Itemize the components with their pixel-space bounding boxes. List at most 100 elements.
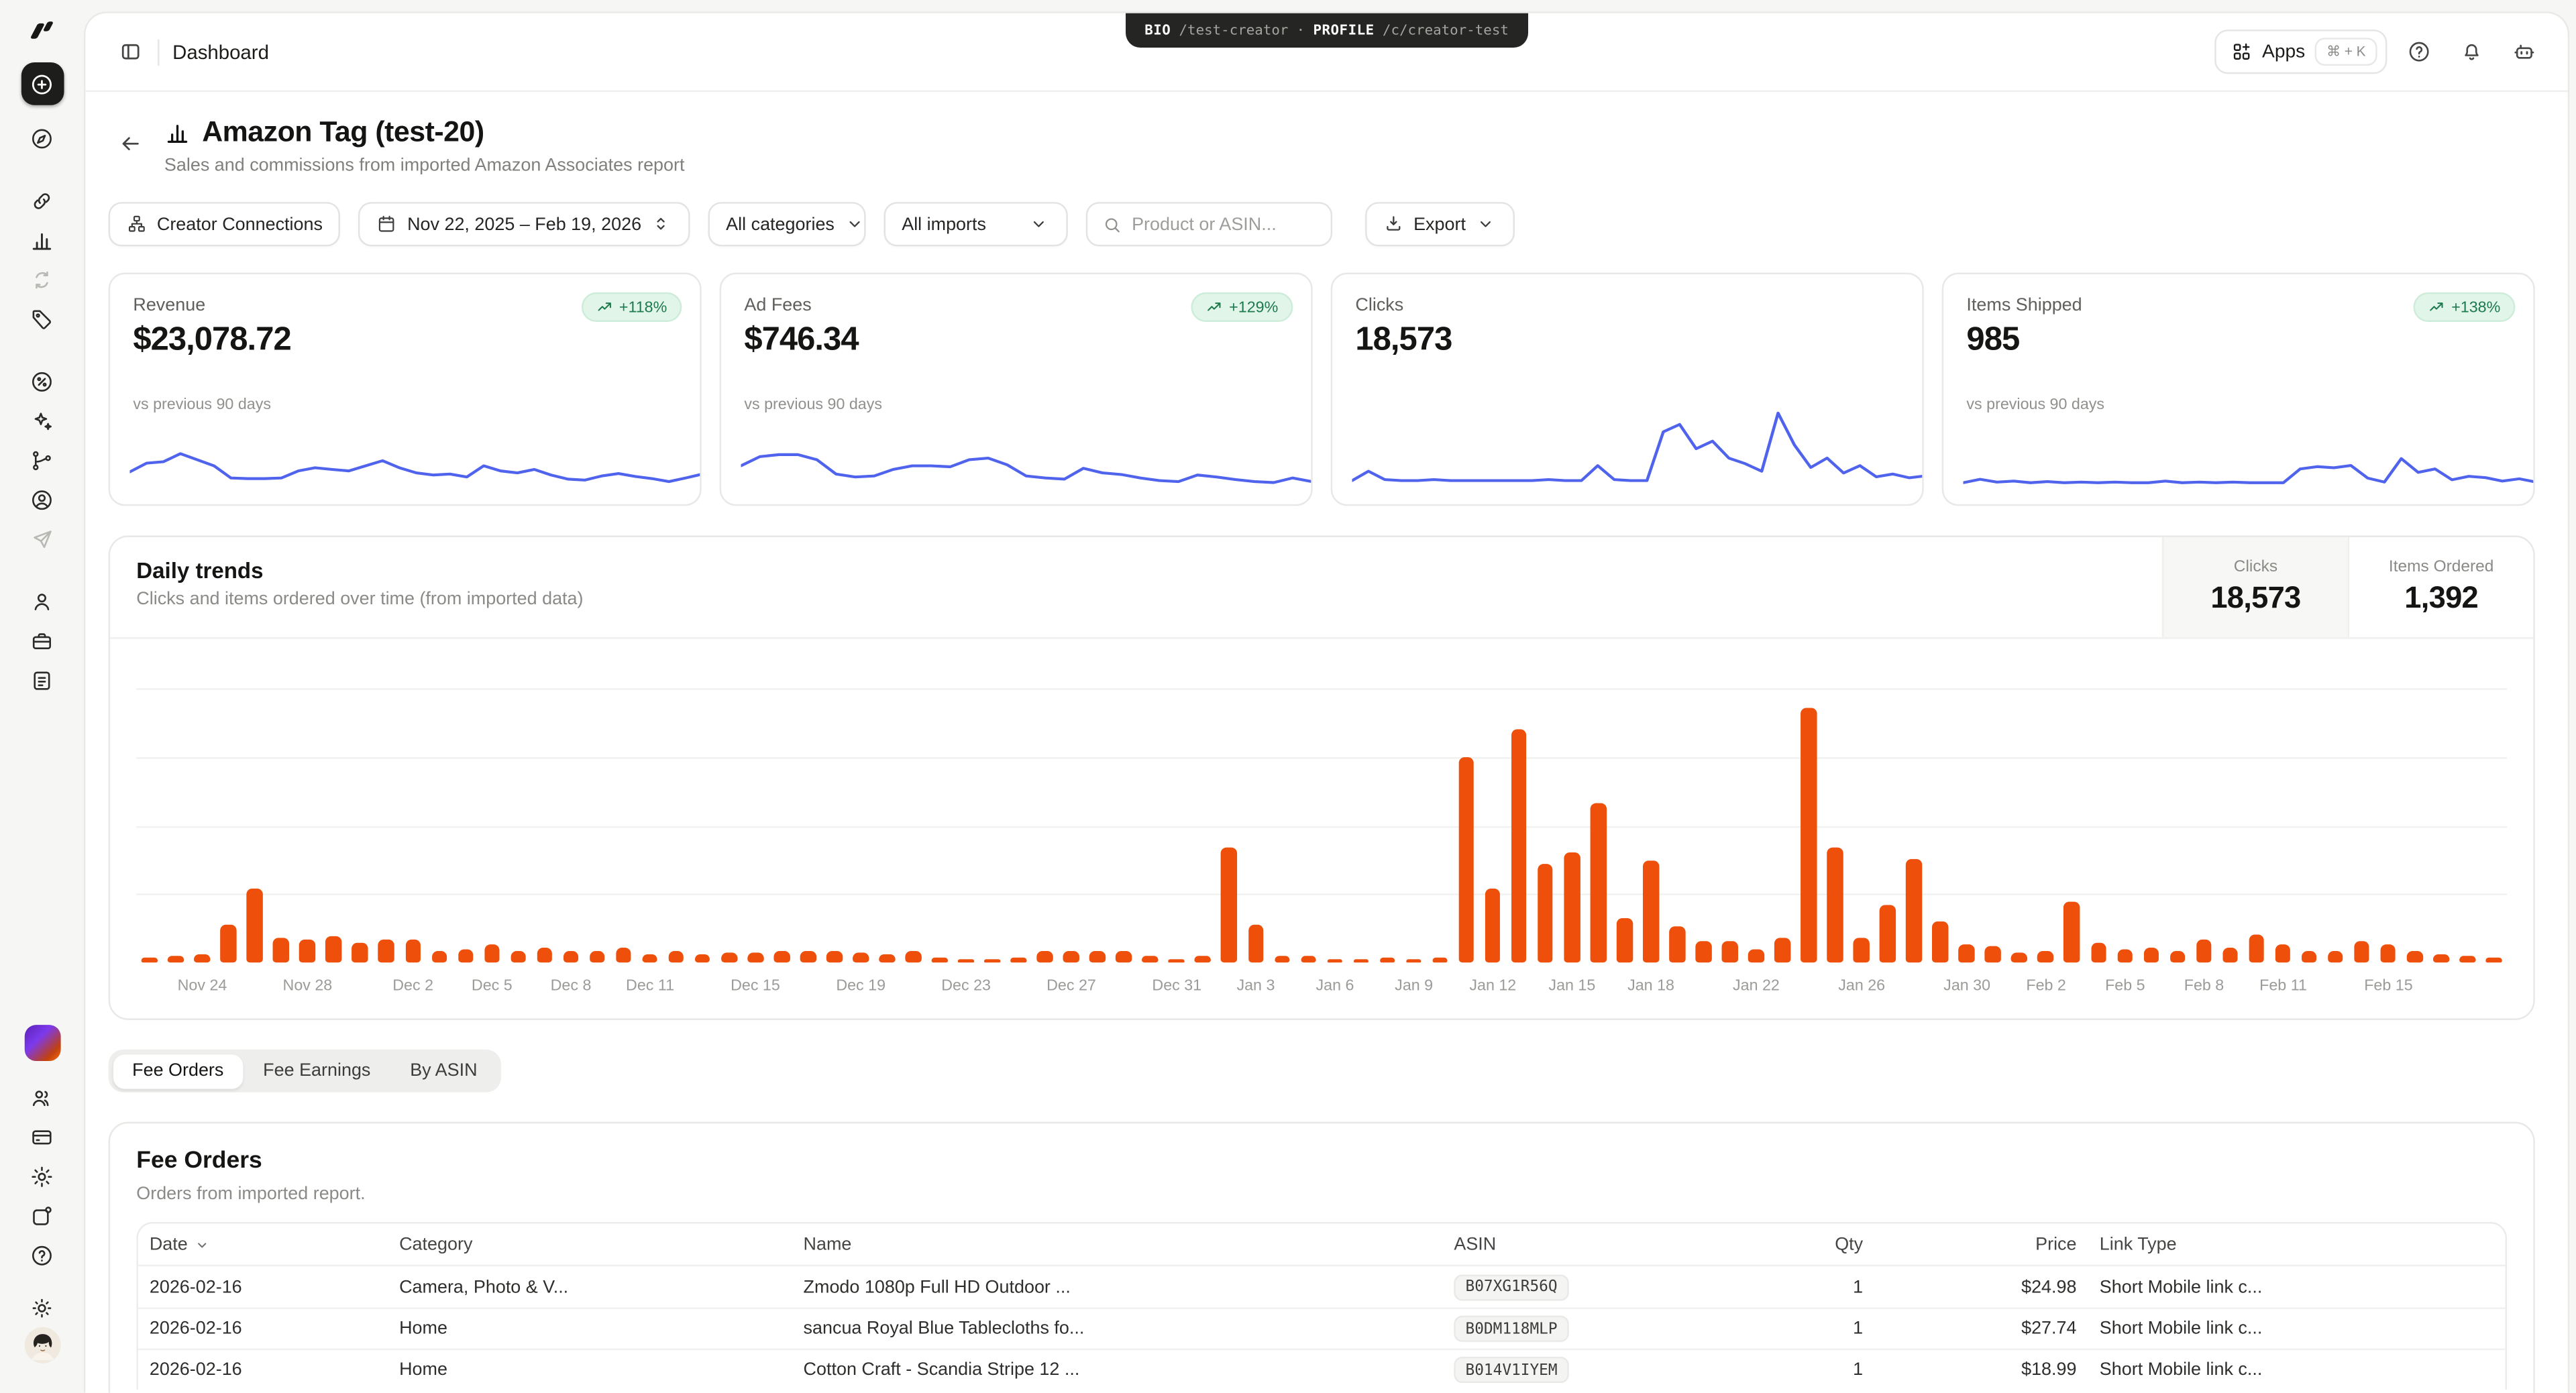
- chart-bar[interactable]: [742, 688, 768, 963]
- chart-bar[interactable]: [1558, 688, 1585, 963]
- chart-bar[interactable]: [268, 688, 294, 963]
- chart-bar[interactable]: [479, 688, 505, 963]
- chart-bar[interactable]: [1032, 688, 1058, 963]
- trend-stat-clicks[interactable]: Clicks 18,573: [2161, 537, 2348, 638]
- chart-bar[interactable]: [1163, 688, 1189, 963]
- asin-chip[interactable]: B014V1IYEM: [1454, 1356, 1569, 1384]
- chart-bar[interactable]: [2349, 688, 2375, 963]
- sidebar-item-sparkles-icon[interactable]: [21, 401, 64, 441]
- trend-stat-items-ordered[interactable]: Items Ordered 1,392: [2347, 537, 2534, 638]
- chart-bar[interactable]: [1348, 688, 1374, 963]
- chart-bar[interactable]: [2164, 688, 2190, 963]
- asin-chip[interactable]: B0DM118MLP: [1454, 1315, 1569, 1342]
- chart-bar[interactable]: [1374, 688, 1400, 963]
- chart-bar[interactable]: [1980, 688, 2006, 963]
- chart-bar[interactable]: [1664, 688, 1690, 963]
- chart-bar[interactable]: [2402, 688, 2428, 963]
- tab-fee-orders[interactable]: Fee Orders: [112, 1054, 244, 1089]
- assistant-robot-icon[interactable]: [2502, 30, 2545, 73]
- table-row[interactable]: 2026-02-16 Camera, Photo & V... Zmodo 1080…: [138, 1266, 2506, 1307]
- sidebar-item-sun-icon[interactable]: [21, 1288, 64, 1327]
- chart-bar[interactable]: [2269, 688, 2296, 963]
- search-input[interactable]: [1132, 214, 1316, 234]
- sidebar-item-chart-columns-icon[interactable]: [21, 220, 64, 260]
- chart-bar[interactable]: [2375, 688, 2401, 963]
- chart-bar[interactable]: [400, 688, 426, 963]
- column-header-name[interactable]: Name: [803, 1234, 852, 1254]
- chart-bar[interactable]: [1638, 688, 1664, 963]
- chart-bar[interactable]: [1611, 688, 1638, 963]
- chart-bar[interactable]: [2006, 688, 2033, 963]
- chart-bar[interactable]: [1453, 688, 1479, 963]
- column-header-price[interactable]: Price: [2035, 1234, 2077, 1254]
- chart-bar[interactable]: [1532, 688, 1558, 963]
- bio-profile-pill[interactable]: BIO /test-creator · PROFILE /c/creator-t…: [1124, 13, 1529, 48]
- chart-bar[interactable]: [1137, 688, 1163, 963]
- chart-bar[interactable]: [241, 688, 268, 963]
- chart-bar[interactable]: [2243, 688, 2269, 963]
- chart-bar[interactable]: [953, 688, 979, 963]
- chart-bar[interactable]: [821, 688, 847, 963]
- chart-bar[interactable]: [769, 688, 795, 963]
- chart-bar[interactable]: [2112, 688, 2138, 963]
- chart-bar[interactable]: [1322, 688, 1348, 963]
- column-header-qty[interactable]: Qty: [1835, 1234, 1864, 1254]
- column-header-asin[interactable]: ASIN: [1454, 1234, 1497, 1254]
- chart-bar[interactable]: [1953, 688, 1980, 963]
- chart-bar[interactable]: [294, 688, 321, 963]
- chart-bar[interactable]: [1295, 688, 1322, 963]
- chart-bar[interactable]: [347, 688, 373, 963]
- chart-bar[interactable]: [1427, 688, 1453, 963]
- chart-bar[interactable]: [1927, 688, 1953, 963]
- sidebar-item-credit-card-icon[interactable]: [21, 1117, 64, 1156]
- table-row[interactable]: 2026-02-16 Home Cotton Craft - Scandia Str…: [138, 1348, 2506, 1390]
- chart-bar[interactable]: [1006, 688, 1032, 963]
- sidebar-item-compass-icon[interactable]: [21, 118, 64, 158]
- workspace-tile[interactable]: [23, 1025, 60, 1062]
- sidebar-item-users-icon[interactable]: [21, 1078, 64, 1117]
- chart-bar[interactable]: [163, 688, 189, 963]
- chart-bar[interactable]: [215, 688, 241, 963]
- chart-bar[interactable]: [2322, 688, 2349, 963]
- chart-bar[interactable]: [2138, 688, 2164, 963]
- chart-bar[interactable]: [2428, 688, 2454, 963]
- sidebar-item-help-icon[interactable]: [21, 1235, 64, 1275]
- chart-bar[interactable]: [1111, 688, 1137, 963]
- chart-bar[interactable]: [1269, 688, 1295, 963]
- chart-bar[interactable]: [321, 688, 347, 963]
- user-avatar[interactable]: [23, 1327, 60, 1363]
- chart-bar[interactable]: [2033, 688, 2059, 963]
- imports-select[interactable]: All imports: [883, 202, 1068, 247]
- chart-bar[interactable]: [2480, 688, 2506, 963]
- chart-bar[interactable]: [505, 688, 531, 963]
- column-header-date[interactable]: Date: [138, 1234, 388, 1254]
- chart-bar[interactable]: [1717, 688, 1743, 963]
- add-button[interactable]: [20, 62, 64, 105]
- categories-select[interactable]: All categories: [708, 202, 866, 247]
- tab-by-asin[interactable]: By ASIN: [410, 1061, 478, 1081]
- chart-bar[interactable]: [716, 688, 742, 963]
- chart-bar[interactable]: [1690, 688, 1717, 963]
- sidebar-item-user-circle-icon[interactable]: [21, 480, 64, 519]
- chart-bar[interactable]: [1506, 688, 1532, 963]
- chart-bar[interactable]: [1848, 688, 1874, 963]
- chart-bar[interactable]: [189, 688, 215, 963]
- date-range-picker[interactable]: Nov 22, 2025 – Feb 19, 2026: [358, 202, 690, 247]
- sidebar-item-share-icon[interactable]: [21, 1196, 64, 1235]
- chart-bar[interactable]: [1085, 688, 1111, 963]
- sidebar-item-flow-icon[interactable]: [21, 440, 64, 480]
- chart-bar[interactable]: [1822, 688, 1848, 963]
- chart-bar[interactable]: [1216, 688, 1242, 963]
- sidebar-item-gear-icon[interactable]: [21, 1156, 64, 1196]
- chart-bar[interactable]: [795, 688, 821, 963]
- chart-bar[interactable]: [1901, 688, 1927, 963]
- sidebar-item-tag-icon[interactable]: [21, 299, 64, 339]
- chart-bar[interactable]: [900, 688, 926, 963]
- chart-bar[interactable]: [557, 688, 584, 963]
- sidebar-toggle-icon[interactable]: [109, 30, 152, 73]
- chart-bar[interactable]: [2191, 688, 2217, 963]
- sidebar-item-paper-plane-icon[interactable]: [21, 519, 64, 559]
- chart-bar[interactable]: [2454, 688, 2480, 963]
- chart-bar[interactable]: [584, 688, 610, 963]
- chart-bar[interactable]: [690, 688, 716, 963]
